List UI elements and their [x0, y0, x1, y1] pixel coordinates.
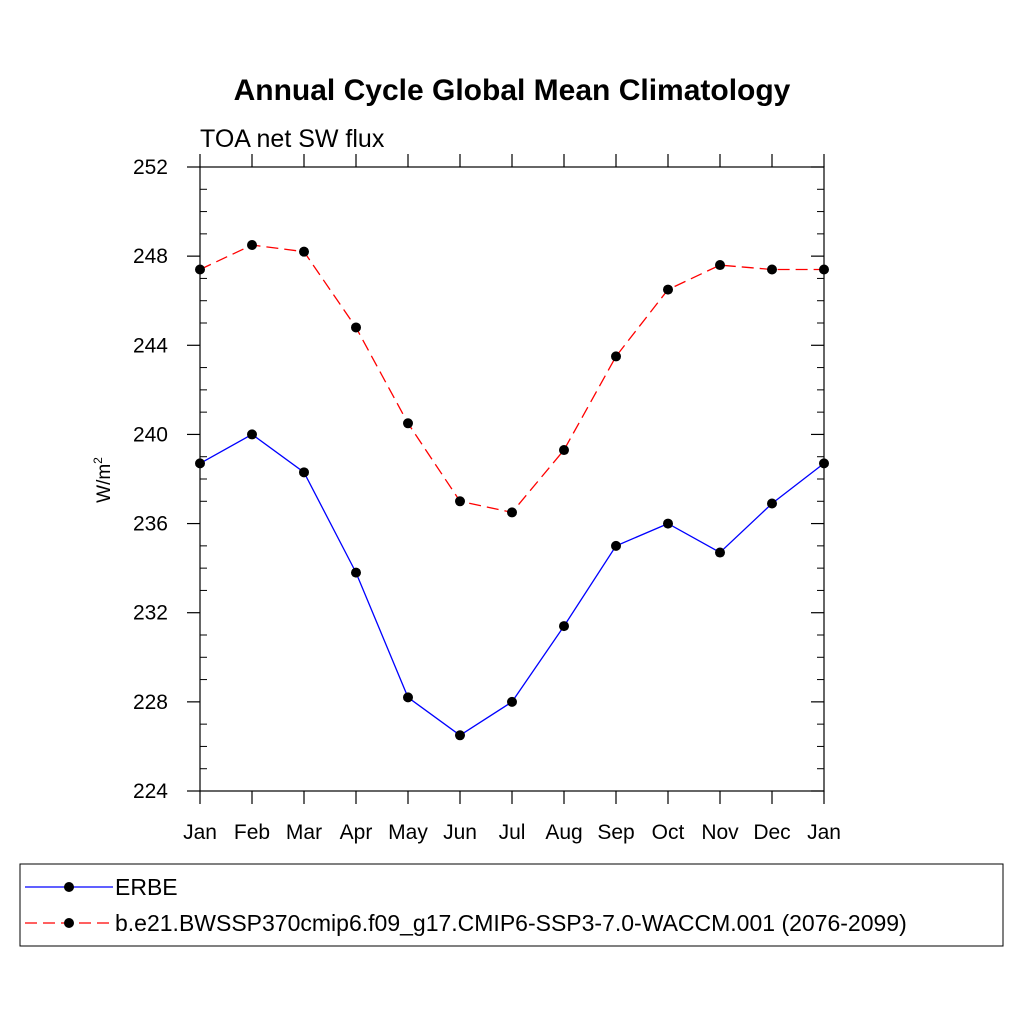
- data-point: [299, 467, 309, 478]
- chart-title: Annual Cycle Global Mean Climatology: [234, 74, 791, 107]
- x-tick-label: Jul: [499, 821, 526, 844]
- data-point: [611, 351, 621, 362]
- y-tick-label: 236: [133, 513, 168, 536]
- legend-entry-2: b.e21.BWSSP370cmip6.f09_g17.CMIP6-SSP3-7…: [25, 910, 907, 936]
- data-point: [403, 692, 413, 703]
- data-point: [195, 264, 205, 275]
- x-tick-label: Mar: [286, 821, 322, 844]
- x-tick-label: Nov: [701, 821, 739, 844]
- data-point: [507, 507, 517, 518]
- y-tick-label: 248: [133, 245, 168, 268]
- data-point: [351, 567, 361, 578]
- data-point: [819, 264, 829, 275]
- plot-frame: [199, 166, 825, 792]
- data-point: [299, 246, 309, 257]
- y-tick-label: 228: [133, 691, 168, 714]
- data-point: [455, 730, 465, 741]
- y-axis-label-superscript: 2: [91, 457, 105, 464]
- y-tick-labels: 224 228 232 236 240 244 248 252: [133, 156, 168, 803]
- legend-label: b.e21.BWSSP370cmip6.f09_g17.CMIP6-SSP3-7…: [115, 910, 907, 936]
- legend-marker: [64, 918, 74, 928]
- data-point: [247, 240, 257, 250]
- x-tick-label: Jun: [443, 821, 477, 844]
- data-point: [819, 458, 829, 469]
- data-point: [455, 496, 465, 507]
- data-point: [559, 621, 569, 632]
- series-1: [195, 429, 829, 741]
- x-tick-label: Aug: [545, 821, 582, 844]
- x-tick-label: Apr: [340, 821, 373, 844]
- minor-ticks: [200, 188, 824, 770]
- x-tick-label: Sep: [597, 821, 634, 844]
- major-ticks: [187, 154, 825, 804]
- series-2: [195, 240, 829, 518]
- legend: ERBE b.e21.BWSSP370cmip6.f09_g17.CMIP6-SS…: [25, 874, 907, 936]
- x-tick-label: Feb: [234, 821, 270, 844]
- x-tick-label: Jan: [807, 821, 841, 844]
- y-tick-label: 244: [133, 334, 168, 357]
- legend-marker: [64, 882, 74, 892]
- y-tick-label: 252: [133, 156, 168, 179]
- data-point: [559, 445, 569, 456]
- legend-label: ERBE: [115, 874, 178, 900]
- x-tick-labels: Jan Feb Mar Apr May Jun Jul Aug Sep Oct Nov Dec Jan: [183, 821, 841, 844]
- data-point: [715, 547, 725, 558]
- data-point: [195, 458, 205, 469]
- data-point: [351, 322, 361, 333]
- y-tick-label: 224: [133, 780, 168, 803]
- data-point: [663, 518, 673, 529]
- data-point: [663, 284, 673, 295]
- x-tick-label: Dec: [753, 821, 790, 844]
- data-point: [767, 264, 777, 275]
- data-point: [247, 429, 257, 440]
- legend-box: [19, 863, 1004, 947]
- series-line: [199, 244, 824, 514]
- chart-subtitle: TOA net SW flux: [200, 125, 385, 153]
- data-point: [403, 418, 413, 429]
- y-axis-label: W/m2: [91, 457, 115, 503]
- x-tick-label: May: [388, 821, 428, 844]
- data-point: [507, 696, 517, 707]
- y-axis-label-base: W/m: [94, 464, 115, 503]
- data-point: [715, 260, 725, 271]
- series-line: [199, 433, 825, 737]
- data-point: [611, 540, 621, 551]
- y-tick-label: 240: [133, 423, 168, 446]
- x-tick-label: Oct: [652, 821, 685, 844]
- data-point: [767, 498, 777, 509]
- legend-entry-1: ERBE: [25, 874, 178, 900]
- y-tick-label: 232: [133, 602, 168, 625]
- series-layer: [195, 240, 829, 741]
- x-tick-label: Jan: [183, 821, 217, 844]
